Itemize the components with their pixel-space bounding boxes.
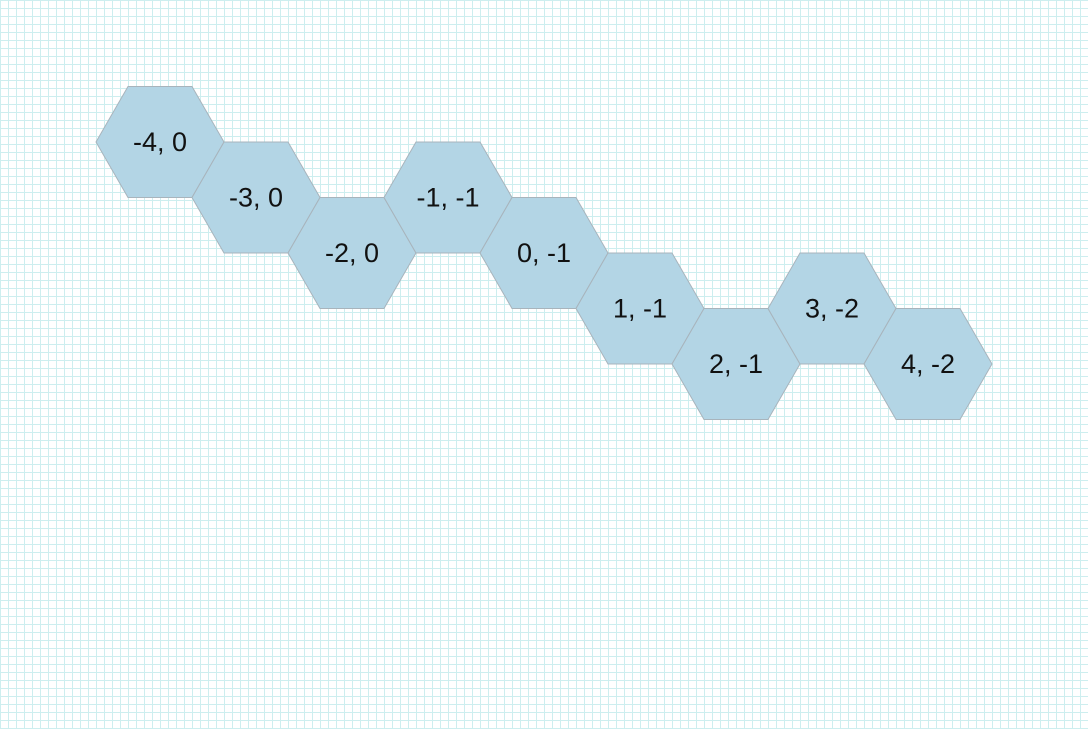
hex-cell: 4, -2: [863, 308, 993, 420]
hex-cell: -3, 0: [191, 141, 321, 254]
hex-label: 0, -1: [517, 238, 571, 268]
hex-label: 4, -2: [901, 349, 955, 379]
hex-cell: 3, -2: [767, 252, 897, 365]
hex-shape: [863, 308, 993, 420]
hex-cell: -4, 0: [95, 86, 225, 198]
hex-cell: -1, -1: [383, 141, 513, 254]
hex-label: -4, 0: [133, 127, 187, 157]
hex-label: -2, 0: [325, 238, 379, 268]
hex-cell: 0, -1: [479, 197, 609, 309]
hex-label: -3, 0: [229, 183, 283, 213]
hex-label: -1, -1: [416, 183, 479, 213]
hex-label: 1, -1: [613, 294, 667, 324]
hex-cell: 2, -1: [671, 308, 801, 420]
hex-label: 2, -1: [709, 349, 763, 379]
hex-label: 3, -2: [805, 294, 859, 324]
